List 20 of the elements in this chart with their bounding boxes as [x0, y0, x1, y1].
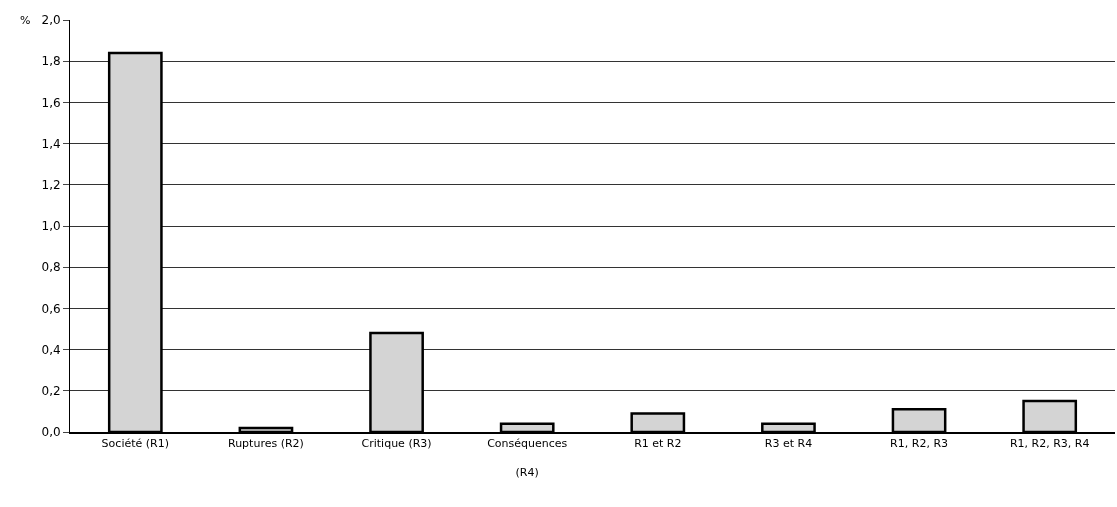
x-tick-label: Ruptures (R2): [227, 436, 304, 450]
y-tick-label: 0,2: [41, 384, 61, 398]
x-tick-label: R1, R2, R3, R4: [1009, 436, 1090, 450]
y-tick-label: 0,4: [41, 342, 61, 357]
y-tick-label: 1,2: [41, 178, 61, 192]
y-axis-title: %: [20, 14, 31, 27]
x-tick-label: Critique (R3): [361, 436, 432, 450]
x-tick-label: R3 et R4: [764, 436, 813, 450]
y-tick-label: 1,0: [41, 219, 61, 234]
y-tick-label: 0,6: [41, 301, 61, 316]
y-tick-label: 2,0: [41, 13, 61, 28]
y-tick-label: 1,6: [41, 95, 61, 110]
x-tick-label: R1 et R2: [634, 436, 682, 450]
y-tick-label: 1,8: [41, 54, 61, 69]
y-tick-label: 0,8: [41, 260, 61, 275]
category-label: Conséquences (R4): [487, 436, 568, 479]
x-tick-label: Société (R1): [101, 436, 170, 450]
x-tick-label: R1, R2, R3: [890, 436, 949, 450]
y-tick-label: 0,0: [41, 425, 61, 440]
y-tick-label: 1,4: [41, 136, 61, 151]
